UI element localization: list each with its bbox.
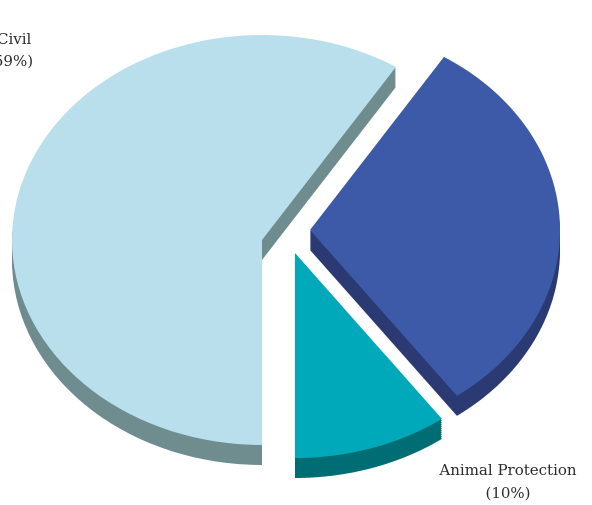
label-civil-name: Civil	[0, 30, 32, 48]
pie-slices	[12, 35, 560, 478]
pie-slice-blue	[310, 56, 560, 416]
label-civil-percent: (59%)	[0, 52, 33, 70]
pie-slice-top	[12, 35, 396, 445]
pie-slice-top	[295, 253, 442, 458]
label-animal-protection-percent: (10%)	[485, 484, 530, 502]
pie-slice-animal-protection	[295, 253, 442, 478]
label-animal-protection-name: Animal Protection	[438, 461, 576, 479]
pie-slice-civil	[12, 35, 396, 465]
pie-slice-top	[310, 56, 560, 396]
